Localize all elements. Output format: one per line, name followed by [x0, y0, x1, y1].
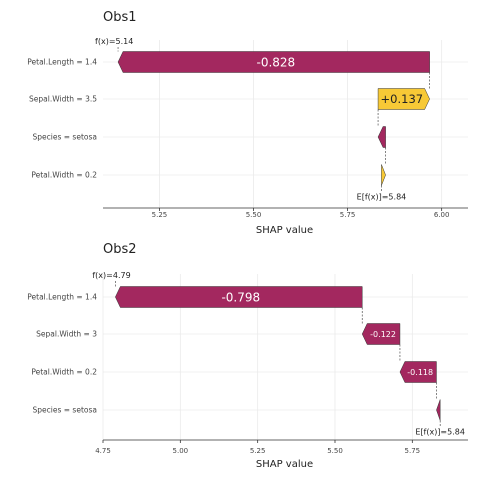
category-label: Petal.Width = 0.2 — [31, 368, 97, 377]
x-axis-label: SHAP value — [256, 459, 313, 470]
category-label: Sepal.Width = 3.5 — [29, 95, 97, 104]
baseline-label: E[f(x)]=5.84 — [357, 193, 407, 202]
x-tick-label: 5.75 — [405, 447, 421, 455]
prediction-label: f(x)=5.14 — [95, 37, 133, 46]
waterfall-bar — [361, 323, 401, 345]
waterfall-panel-2: Obs2 Petal.Length = 1.4 -0.798 Sepal.Width … — [27, 242, 468, 470]
panel-title: Obs2 — [103, 242, 137, 257]
data-label: -0.122 — [370, 330, 396, 339]
x-tick-label: 4.75 — [95, 447, 111, 455]
waterfall-bar — [381, 164, 386, 186]
waterfall-panel-1: Obs1 Petal.Length = 1.4 -0.828 Sepal.Width … — [27, 10, 468, 236]
waterfall-bar — [377, 88, 430, 110]
baseline-label: E[f(x)]=5.84 — [415, 428, 465, 437]
panel-title: Obs1 — [103, 10, 137, 25]
waterfall-bar — [117, 51, 430, 73]
waterfall-bar — [115, 286, 363, 308]
data-label: -0.798 — [221, 290, 260, 304]
data-label: +0.137 — [381, 92, 424, 106]
x-tick-label: 5.25 — [250, 447, 266, 455]
category-label: Species = setosa — [33, 406, 97, 415]
x-axis-label: SHAP value — [256, 225, 313, 236]
category-label: Sepal.Width = 3 — [36, 330, 97, 339]
waterfall-bar — [436, 399, 441, 421]
data-label: -0.118 — [407, 368, 433, 377]
category-label: Species = setosa — [33, 133, 97, 142]
x-tick-label: 5.50 — [327, 447, 343, 455]
category-label: Petal.Length = 1.4 — [27, 293, 97, 302]
x-tick-label: 5.50 — [246, 211, 262, 219]
x-tick-label: 5.75 — [340, 211, 356, 219]
data-label: -0.828 — [256, 55, 295, 69]
x-tick-label: 5.25 — [152, 211, 168, 219]
x-tick-label: 5.00 — [173, 447, 189, 455]
waterfall-bar — [377, 126, 386, 148]
x-tick-label: 6.00 — [434, 211, 450, 219]
category-label: Petal.Width = 0.2 — [31, 171, 97, 180]
category-label: Petal.Length = 1.4 — [27, 58, 97, 67]
waterfall-bar — [399, 361, 437, 383]
prediction-label: f(x)=4.79 — [92, 271, 130, 280]
